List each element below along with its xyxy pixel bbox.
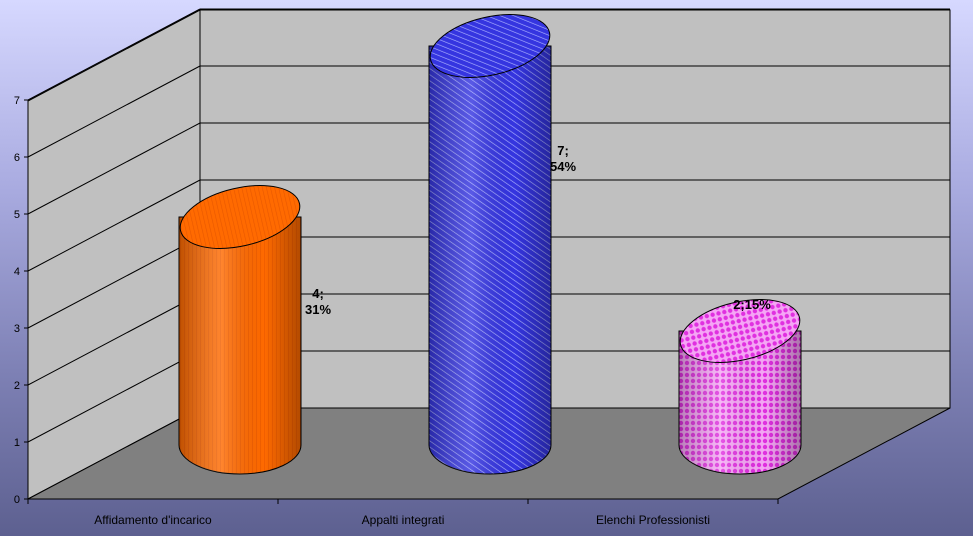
- x-category-label: Affidamento d'incarico: [94, 513, 212, 527]
- y-tick-label: 0: [14, 494, 20, 506]
- gridline-side: [27, 179, 201, 272]
- bar-top: [179, 185, 301, 249]
- bar-shading: [179, 217, 301, 474]
- data-label: 54%: [550, 159, 576, 174]
- data-label: 31%: [305, 302, 331, 317]
- gridlines: [27, 8, 950, 443]
- x-categories: Affidamento d'incarico Appalti integrati E…: [27, 499, 779, 527]
- data-labels: 4;31% 7;54% 2;15%: [305, 143, 771, 317]
- gridline-side: [27, 293, 201, 386]
- y-tick-label: 3: [14, 323, 20, 335]
- gridline-side: [27, 65, 201, 158]
- x-category-label: Appalti integrati: [362, 513, 445, 527]
- bars: [178, 14, 802, 475]
- back-wall: [199, 9, 951, 409]
- y-tick-label: 2: [14, 380, 20, 392]
- y-tick-label: 7: [14, 95, 20, 107]
- bar-shading: [429, 46, 551, 474]
- gridline-side: [27, 122, 201, 215]
- y-tick-label: 4: [14, 266, 20, 278]
- x-category-label: Elenchi Professionisti: [596, 513, 710, 527]
- y-tick-label: 6: [14, 152, 20, 164]
- bar-shading: [679, 331, 801, 474]
- gridline-side: [27, 350, 201, 443]
- y-tick-label: 1: [14, 437, 20, 449]
- bar-top: [429, 14, 551, 78]
- bar-1: [178, 185, 302, 475]
- gridline-side: [27, 236, 201, 329]
- data-label: 2;15%: [733, 297, 771, 312]
- data-label: 4;: [312, 286, 324, 301]
- data-label: 7;: [557, 143, 569, 158]
- bar-2: [428, 14, 552, 475]
- y-ticks: 0 1 2 3 4 5 6 7: [14, 95, 28, 506]
- y-tick-label: 5: [14, 209, 20, 221]
- bar-3: [678, 299, 802, 475]
- bar-top: [679, 299, 801, 363]
- gridline-side: [27, 8, 201, 101]
